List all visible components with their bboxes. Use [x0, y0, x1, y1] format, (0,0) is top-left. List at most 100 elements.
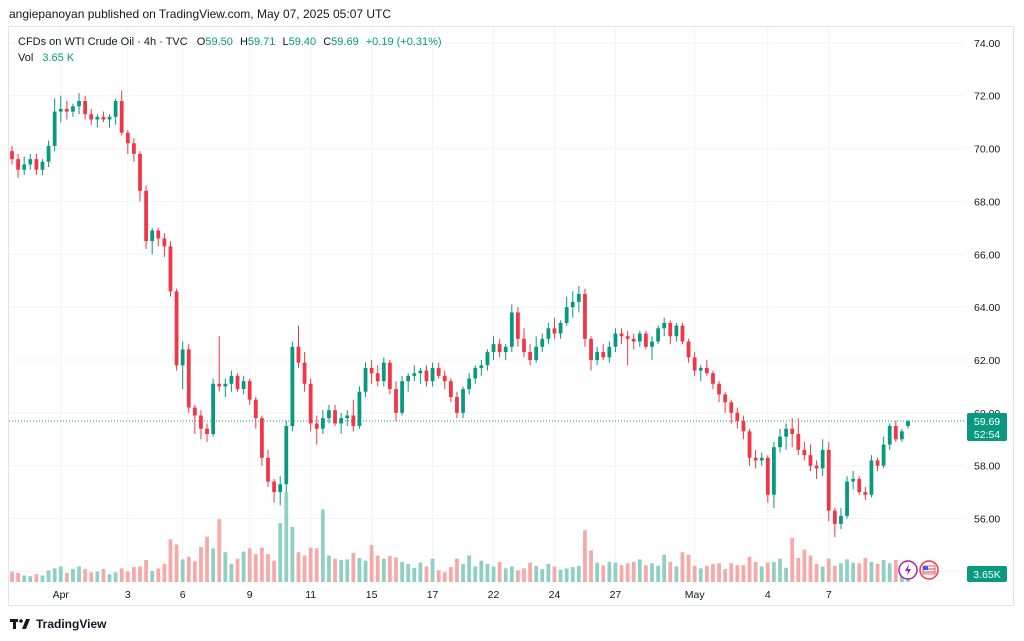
candle-body[interactable] — [132, 143, 136, 154]
candle-body[interactable] — [704, 367, 709, 374]
candle-body[interactable] — [369, 367, 374, 374]
candle-body[interactable] — [747, 431, 752, 458]
candle-body[interactable] — [461, 389, 465, 413]
candle-body[interactable] — [680, 325, 685, 342]
candle-body[interactable] — [290, 346, 295, 427]
candle-body[interactable] — [199, 415, 203, 429]
candle-body[interactable] — [46, 145, 51, 162]
candle-body[interactable] — [52, 111, 57, 146]
candle-body[interactable] — [906, 421, 910, 427]
candle-body[interactable] — [101, 116, 106, 120]
candle-body[interactable] — [235, 375, 240, 390]
candle-body[interactable] — [400, 381, 404, 413]
candle-body[interactable] — [546, 328, 551, 339]
candle-body[interactable] — [284, 426, 289, 485]
candle-body[interactable] — [570, 301, 575, 308]
candle-body[interactable] — [540, 338, 545, 347]
candle-body[interactable] — [150, 230, 155, 242]
candle-body[interactable] — [558, 323, 563, 334]
candle-body[interactable] — [759, 457, 764, 461]
candle-body[interactable] — [253, 399, 258, 419]
candle-body[interactable] — [619, 333, 624, 337]
candle-body[interactable] — [58, 108, 63, 112]
candle-body[interactable] — [845, 481, 849, 516]
candle-body[interactable] — [64, 108, 69, 112]
candle-body[interactable] — [424, 370, 429, 382]
candle-body[interactable] — [790, 428, 795, 434]
candle-body[interactable] — [180, 349, 185, 366]
candle-body[interactable] — [583, 293, 587, 339]
candle-body[interactable] — [717, 383, 721, 395]
candle-body[interactable] — [522, 338, 526, 353]
candle-body[interactable] — [40, 161, 45, 170]
candle-body[interactable] — [455, 397, 459, 413]
candle-body[interactable] — [351, 415, 356, 427]
candle-body[interactable] — [406, 375, 411, 382]
candle-body[interactable] — [296, 346, 301, 363]
candle-body[interactable] — [448, 381, 453, 397]
candle-body[interactable] — [662, 323, 667, 329]
candle-body[interactable] — [113, 101, 118, 117]
candle-body[interactable] — [272, 481, 276, 493]
candle-body[interactable] — [778, 436, 782, 448]
candle-body[interactable] — [144, 190, 148, 242]
candle-body[interactable] — [503, 346, 508, 353]
candle-body[interactable] — [887, 426, 892, 445]
candle-body[interactable] — [735, 412, 740, 421]
candle-body[interactable] — [430, 367, 435, 382]
candle-body[interactable] — [601, 352, 606, 358]
candle-body[interactable] — [826, 449, 831, 511]
candle-body[interactable] — [839, 515, 843, 524]
candle-body[interactable] — [491, 344, 496, 353]
candle-body[interactable] — [241, 381, 246, 390]
candle-body[interactable] — [552, 328, 557, 334]
candle-body[interactable] — [534, 346, 539, 360]
candle-body[interactable] — [418, 370, 423, 374]
candle-body[interactable] — [686, 341, 691, 358]
candle-body[interactable] — [375, 373, 380, 382]
candle-body[interactable] — [71, 106, 75, 112]
candle-body[interactable] — [656, 328, 660, 342]
candle-body[interactable] — [869, 460, 874, 495]
candle-body[interactable] — [107, 116, 112, 120]
candle-body[interactable] — [765, 457, 770, 495]
candle-body[interactable] — [174, 291, 179, 366]
candle-body[interactable] — [644, 333, 648, 347]
candle-body[interactable] — [589, 338, 593, 360]
candle-body[interactable] — [893, 426, 898, 440]
candle-body[interactable] — [436, 367, 441, 376]
candle-body[interactable] — [479, 365, 484, 368]
candle-body[interactable] — [314, 423, 319, 429]
candle-body[interactable] — [89, 114, 94, 120]
candle-body[interactable] — [851, 478, 856, 482]
candle-body[interactable] — [186, 349, 191, 408]
candle-body[interactable] — [863, 492, 868, 495]
candle-body[interactable] — [168, 246, 173, 292]
candle-body[interactable] — [485, 352, 490, 366]
candle-body[interactable] — [357, 391, 362, 427]
candle-body[interactable] — [631, 338, 636, 342]
candle-body[interactable] — [832, 510, 837, 524]
candle-body[interactable] — [205, 428, 209, 434]
candle-body[interactable] — [83, 101, 88, 115]
candle-body[interactable] — [650, 341, 654, 347]
candle-body[interactable] — [509, 312, 514, 347]
candle-body[interactable] — [564, 307, 569, 323]
candle-body[interactable] — [741, 420, 746, 432]
candle-body[interactable] — [412, 373, 417, 376]
candle-body[interactable] — [528, 352, 532, 360]
candle-body[interactable] — [16, 159, 20, 170]
candle-body[interactable] — [125, 132, 130, 144]
candle-body[interactable] — [119, 101, 124, 133]
candle-body[interactable] — [381, 362, 386, 382]
candle-body[interactable] — [10, 151, 14, 160]
candle-body[interactable] — [723, 394, 728, 403]
candle-body[interactable] — [576, 293, 581, 302]
legend-symbol[interactable]: CFDs on WTI Crude Oil · 4h · TVC — [18, 36, 188, 48]
candle-body[interactable] — [900, 431, 904, 440]
candle-body[interactable] — [692, 357, 697, 371]
candle-body[interactable] — [674, 325, 679, 337]
candle-body[interactable] — [278, 484, 283, 493]
candle-body[interactable] — [613, 333, 618, 347]
